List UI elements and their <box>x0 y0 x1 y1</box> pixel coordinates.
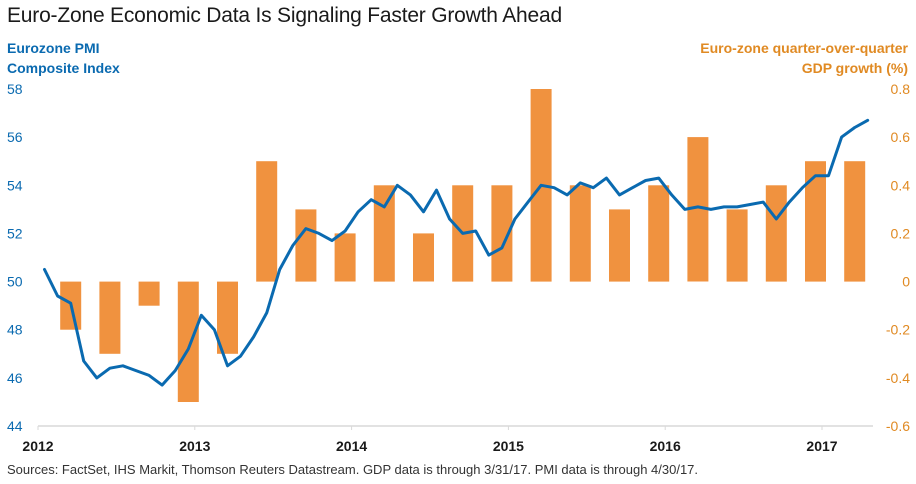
x-tick-label: 2017 <box>806 438 837 454</box>
left-axis-label-line1: Eurozone PMI <box>7 40 100 56</box>
gdp-bar <box>334 233 356 282</box>
right-axis-label-line1: Euro-zone quarter-over-quarter <box>700 40 908 56</box>
gdp-bar <box>687 137 709 282</box>
right-axis-label-line2: GDP growth (%) <box>801 60 908 76</box>
right-tick-label: 0.8 <box>891 81 911 97</box>
gdp-bar <box>373 185 395 282</box>
pmi-line-group <box>43 118 870 387</box>
axes <box>37 425 873 430</box>
left-tick-label: 48 <box>7 322 23 338</box>
x-axis-ticks: 2012 2013 2014 2015 2016 2017 <box>22 438 837 454</box>
gdp-bar <box>765 185 787 282</box>
gdp-bar <box>217 281 238 354</box>
left-tick-label: 56 <box>7 129 23 145</box>
chart-title: Euro-Zone Economic Data Is Signaling Fas… <box>7 4 562 27</box>
right-tick-label: -0.4 <box>886 370 910 386</box>
right-tick-label: -0.2 <box>886 322 910 338</box>
right-tick-label: 0.2 <box>891 225 911 241</box>
gdp-bar <box>609 209 630 282</box>
x-tick-label: 2013 <box>179 438 210 454</box>
gdp-bar <box>726 209 748 282</box>
gdp-bar <box>491 185 513 282</box>
left-axis-ticks: 58 56 54 52 50 48 46 44 <box>7 81 23 434</box>
x-tick-label: 2016 <box>650 438 681 454</box>
left-axis-label: Eurozone PMI Composite Index <box>7 38 120 78</box>
left-tick-label: 44 <box>7 418 23 434</box>
gdp-bar <box>569 185 591 282</box>
right-tick-label: 0.4 <box>891 177 911 193</box>
x-tick-label: 2014 <box>336 438 367 454</box>
right-tick-label: -0.6 <box>886 418 910 434</box>
left-tick-label: 46 <box>7 370 23 386</box>
pmi-line <box>43 118 870 387</box>
source-note: Sources: FactSet, IHS Markit, Thomson Re… <box>7 462 699 477</box>
left-tick-label: 50 <box>7 274 23 290</box>
x-tick-label: 2015 <box>493 438 524 454</box>
gdp-bar <box>295 209 317 282</box>
left-tick-label: 54 <box>7 177 23 193</box>
gdp-bar <box>844 161 866 282</box>
gdp-bar <box>177 281 199 402</box>
x-tick-label: 2012 <box>22 438 53 454</box>
gdp-bar <box>138 281 160 306</box>
gdp-bar <box>99 281 121 354</box>
left-tick-label: 58 <box>7 81 23 97</box>
left-axis-label-line2: Composite Index <box>7 60 120 76</box>
right-axis-ticks: 0.8 0.6 0.4 0.2 0 -0.2 -0.4 -0.6 <box>886 81 910 434</box>
right-tick-label: 0 <box>902 274 910 290</box>
gdp-bars <box>60 89 866 402</box>
left-tick-label: 52 <box>7 225 23 241</box>
right-axis-label: Euro-zone quarter-over-quarter GDP growt… <box>700 38 908 78</box>
gdp-bar <box>805 161 826 282</box>
right-tick-label: 0.6 <box>891 129 911 145</box>
gdp-bar <box>413 233 434 282</box>
gdp-bar <box>256 161 278 282</box>
gdp-bar <box>648 185 670 282</box>
